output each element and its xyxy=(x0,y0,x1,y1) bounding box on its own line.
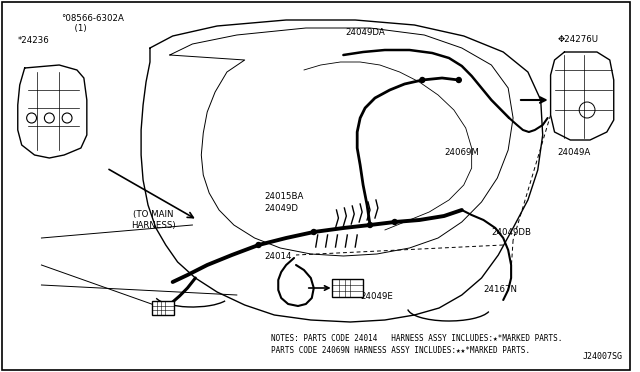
Circle shape xyxy=(256,243,261,247)
Circle shape xyxy=(311,230,316,234)
Text: 24069M: 24069M xyxy=(444,148,479,157)
Text: (1): (1) xyxy=(69,24,86,33)
Text: NOTES: PARTS CODE 24014   HARNESS ASSY INCLUDES:★*MARKED PARTS.: NOTES: PARTS CODE 24014 HARNESS ASSY INC… xyxy=(271,334,563,343)
Text: 24014: 24014 xyxy=(264,252,292,261)
Bar xyxy=(152,301,173,315)
Text: *24236: *24236 xyxy=(18,36,49,45)
Text: 24049E: 24049E xyxy=(360,292,393,301)
Text: 24015BA: 24015BA xyxy=(264,192,304,201)
Text: 24049D: 24049D xyxy=(264,204,298,213)
Circle shape xyxy=(456,77,461,83)
Circle shape xyxy=(367,222,372,228)
Text: 24049DB: 24049DB xyxy=(492,228,531,237)
Text: PARTS CODE 24069N HARNESS ASSY INCLUDES:★★*MARKED PARTS.: PARTS CODE 24069N HARNESS ASSY INCLUDES:… xyxy=(271,346,531,355)
Text: 24049DA: 24049DA xyxy=(346,28,385,37)
Text: (TO MAIN
HARNESS): (TO MAIN HARNESS) xyxy=(131,210,175,230)
Bar xyxy=(332,279,363,297)
Circle shape xyxy=(392,219,397,224)
Text: 24167N: 24167N xyxy=(483,285,518,294)
Text: °08566-6302A: °08566-6302A xyxy=(61,14,124,23)
Text: J24007SG: J24007SG xyxy=(582,352,622,361)
Text: ✥24276U: ✥24276U xyxy=(557,35,598,44)
Text: 24049A: 24049A xyxy=(557,148,591,157)
Circle shape xyxy=(420,77,425,83)
